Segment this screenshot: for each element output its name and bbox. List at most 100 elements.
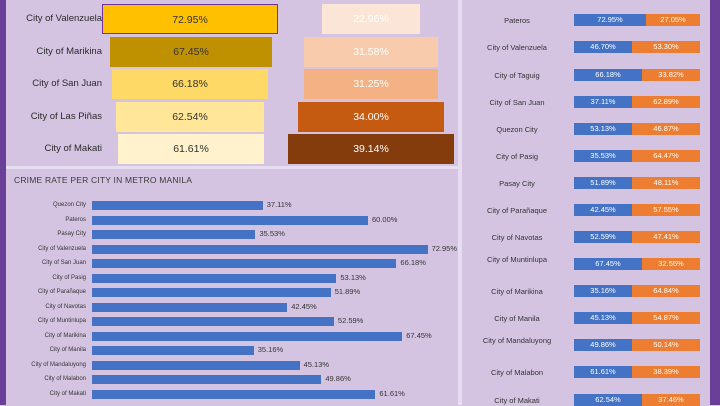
- right-list-value-b: 64.47%: [632, 150, 700, 162]
- right-list-stacked-bar: 49.86% 50.14%: [574, 339, 700, 351]
- right-list-stacked-bar: 35.53% 64.47%: [574, 150, 700, 162]
- right-list-city-label: City of Navotas: [491, 233, 543, 242]
- ranking-value-a: 66.18%: [112, 69, 268, 99]
- chart-data-label: 52.59%: [337, 316, 364, 325]
- chart-data-label: 66.18%: [400, 258, 426, 267]
- chart-category-label: City of Malabon: [44, 376, 86, 382]
- right-list-value-a: 67.45%: [574, 258, 642, 270]
- ranking-row: City of Valenzuela 72.95% 22.96%: [6, 3, 458, 35]
- ranking-city-label: City of Las Piñas: [30, 111, 102, 122]
- right-list-value-b: 53.30%: [632, 41, 700, 53]
- ranking-city-label: City of Makati: [44, 143, 102, 154]
- ranking-value-b: 39.14%: [288, 134, 454, 164]
- chart-category-label: City of Pasig: [52, 274, 86, 281]
- chart-category-label: City of Valenzuela: [38, 245, 86, 252]
- ranking-value-a: 72.95%: [102, 4, 278, 34]
- right-list-city-label: Pasay City: [499, 179, 535, 188]
- ranking-row: City of Las Piñas 62.54% 34.00%: [6, 101, 458, 133]
- ranking-row: City of Marikina 67.45% 31.58%: [6, 36, 458, 68]
- chart-data-label: 61.61%: [379, 388, 405, 398]
- right-list-value-a: 42.45%: [574, 204, 632, 216]
- horizontal-divider: [6, 166, 458, 169]
- vertical-divider: [458, 0, 462, 405]
- chart-category-label: City of Muntinlupa: [37, 318, 86, 324]
- chart-data-label: 72.95%: [431, 243, 457, 253]
- right-list-city-label: City of Taguig: [494, 71, 540, 80]
- ranking-value-b: 31.25%: [304, 69, 438, 99]
- right-list-value-a: 45.13%: [574, 312, 632, 324]
- right-list-stacked-bar: 45.13% 54.87%: [574, 312, 700, 324]
- right-list-value-b: 50.14%: [632, 339, 700, 351]
- chart-category-label: City of Mandaluyong: [31, 361, 86, 368]
- right-list-value-a: 49.86%: [574, 339, 632, 351]
- chart-category-label: City of Parañaque: [37, 289, 86, 295]
- chart-bar: [92, 346, 254, 355]
- chart-bar: [92, 215, 368, 225]
- chart-data-label: 37.11%: [266, 200, 292, 209]
- chart-bar: [92, 360, 300, 370]
- ranking-value-a: 61.61%: [118, 134, 264, 164]
- right-list-city-label: City of Parañaque: [486, 206, 548, 215]
- right-list-value-b: 57.55%: [632, 204, 700, 216]
- right-list-value-a: 51.89%: [574, 177, 632, 189]
- chart-bar: [92, 273, 337, 283]
- ranking-city-label: City of Marikina: [36, 46, 102, 57]
- right-list-stacked-bar: 66.18% 33.82%: [574, 69, 700, 81]
- right-list-value-b: 64.84%: [632, 285, 700, 297]
- chart-category-label: City of Marikina: [44, 332, 86, 339]
- right-list-value-b: 38.39%: [632, 366, 700, 378]
- right-list-stacked-bar: 52.59% 47.41%: [574, 231, 700, 243]
- right-list-city-label: City of Manila: [494, 314, 540, 323]
- chart-category-label: City of Navotas: [45, 303, 86, 310]
- chart-data-label: 51.89%: [334, 287, 361, 296]
- right-list-value-a: 35.16%: [574, 285, 632, 297]
- right-list-stacked-bar: 53.13% 46.87%: [574, 123, 700, 135]
- right-list-stacked-bar: 67.45% 32.55%: [574, 258, 700, 270]
- right-list-city-label: Quezon City: [496, 125, 538, 134]
- chart-data-label: 49.86%: [325, 374, 351, 383]
- chart-data-label: 45.13%: [303, 359, 330, 369]
- chart-bar: [92, 389, 376, 399]
- chart-bar: [92, 259, 397, 268]
- right-list-value-a: 52.59%: [574, 231, 632, 243]
- chart-data-label: 60.00%: [372, 214, 398, 224]
- right-list-value-a: 53.13%: [574, 123, 632, 135]
- chart-category-label: Pasay City: [57, 231, 86, 237]
- chart-category-label: City of San Juan: [41, 260, 86, 266]
- chart-category-label: City of Makati: [49, 390, 86, 397]
- right-list-city-label: City of Pasig: [495, 152, 539, 161]
- right-list-city-label: Pateros: [504, 16, 530, 25]
- right-list-stacked-bar: 62.54% 37.46%: [574, 394, 700, 406]
- right-list-value-a: 61.61%: [574, 366, 632, 378]
- ranking-row: City of Makati 61.61% 39.14%: [6, 133, 458, 165]
- right-list-stacked-bar: 35.16% 64.84%: [574, 285, 700, 297]
- chart-data-label: 35.16%: [257, 345, 284, 354]
- right-list-city-label: City of Valenzuela: [487, 43, 547, 52]
- right-list-value-b: 33.82%: [642, 69, 700, 81]
- right-list-city-label: City of Malabon: [490, 368, 544, 377]
- right-list-value-b: 32.55%: [642, 258, 700, 270]
- right-list-city-label: City of Makati: [494, 396, 540, 405]
- chart-bar: [92, 302, 288, 312]
- chart-data-label: 67.45%: [406, 330, 432, 340]
- right-list-value-b: 54.87%: [632, 312, 700, 324]
- ranking-city-label: City of Valenzuela: [26, 13, 102, 24]
- ranking-value-b: 31.58%: [304, 37, 438, 67]
- right-frame-border: [710, 0, 720, 405]
- right-list-value-b: 46.87%: [632, 123, 700, 135]
- right-list-stacked-bar: 37.11% 62.89%: [574, 96, 700, 108]
- chart-title: CRIME RATE PER CITY IN METRO MANILA: [14, 175, 193, 185]
- right-list-value-a: 62.54%: [574, 394, 642, 406]
- chart-bar: [92, 331, 403, 341]
- right-list-value-b: 37.46%: [642, 394, 700, 406]
- chart-bar: [92, 244, 428, 254]
- ranking-value-a: 62.54%: [116, 102, 264, 132]
- chart-bar: [92, 375, 322, 384]
- right-list-city-label: City of San Juan: [489, 98, 545, 107]
- chart-bar: [92, 317, 334, 326]
- chart-bar: [92, 230, 256, 239]
- chart-category-label: Pateros: [65, 216, 86, 223]
- right-list-value-b: 48.11%: [632, 177, 700, 189]
- right-list-stacked-bar: 72.95% 27.05%: [574, 14, 700, 26]
- chart-category-label: Quezon City: [52, 202, 86, 208]
